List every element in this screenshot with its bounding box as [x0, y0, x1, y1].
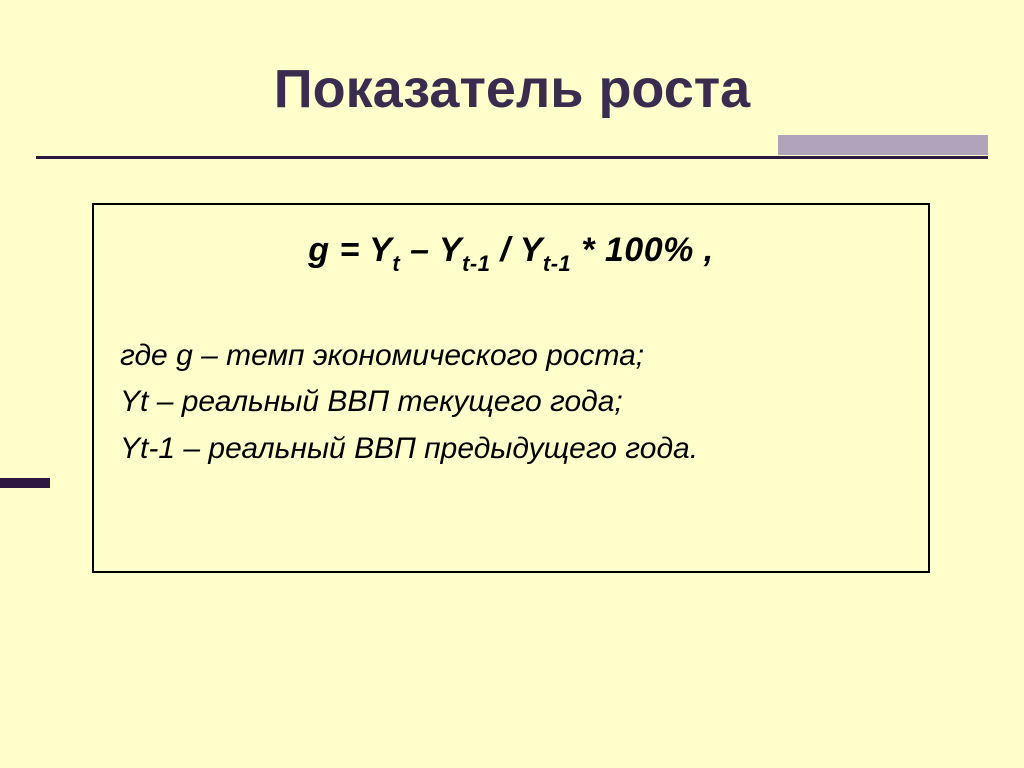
left-accent-bar: [0, 478, 50, 488]
formula-sub-t1a: t-1: [462, 251, 490, 276]
formula-eq: =: [330, 231, 370, 269]
formula-tail: * 100% ,: [571, 231, 713, 269]
formula-dash: –: [400, 231, 439, 269]
formula-Y2: Y: [439, 231, 462, 269]
formula-sub-t: t: [392, 251, 400, 276]
title-area: Показатель роста: [0, 58, 1024, 120]
title-accent-bar: [778, 135, 988, 155]
formula-Y3: Y: [520, 231, 543, 269]
desc1-g: g: [176, 339, 193, 372]
formula-Y1: Y: [369, 231, 392, 269]
formula-g: g: [308, 231, 329, 269]
desc1-a: где: [120, 339, 176, 372]
formula-sub-t1b: t-1: [543, 251, 571, 276]
desc-line-1: где g – темп экономического роста;: [120, 333, 902, 380]
desc2-a: Y: [120, 385, 140, 418]
title-rule: [36, 156, 988, 159]
desc3-b: – реальный ВВП предыдущего года.: [175, 432, 698, 465]
content-box: g = Yt – Yt-1 / Yt-1 * 100% , где g – те…: [92, 203, 930, 573]
formula-slash: /: [490, 231, 519, 269]
desc3-a: Y: [120, 432, 140, 465]
desc1-b: – темп экономического роста;: [193, 339, 644, 372]
growth-formula: g = Yt – Yt-1 / Yt-1 * 100% ,: [120, 231, 902, 275]
formula-description: где g – темп экономического роста; Yt – …: [120, 333, 902, 473]
desc2-b: – реальный ВВП текущего года;: [148, 385, 622, 418]
slide: Показатель роста g = Yt – Yt-1 / Yt-1 * …: [0, 0, 1024, 768]
desc-line-3: Yt-1 – реальный ВВП предыдущего года.: [120, 426, 902, 473]
desc3-t: t-1: [140, 432, 175, 465]
page-title: Показатель роста: [0, 58, 1024, 120]
desc-line-2: Yt – реальный ВВП текущего года;: [120, 379, 902, 426]
